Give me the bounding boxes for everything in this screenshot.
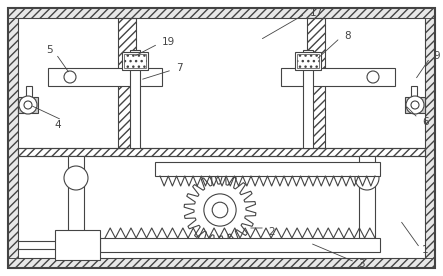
- Circle shape: [212, 202, 228, 218]
- Bar: [425, 18, 435, 258]
- Bar: [18, 97, 38, 113]
- Bar: [405, 97, 425, 113]
- Circle shape: [367, 71, 379, 83]
- Bar: [130, 50, 140, 148]
- Text: 17: 17: [310, 8, 323, 18]
- Bar: [281, 68, 395, 86]
- Polygon shape: [184, 174, 256, 246]
- Text: 9: 9: [433, 51, 439, 61]
- Circle shape: [24, 101, 32, 109]
- Circle shape: [204, 194, 236, 226]
- Bar: [8, 8, 435, 18]
- Circle shape: [19, 96, 37, 114]
- Bar: [55, 230, 100, 260]
- Text: 3: 3: [358, 259, 365, 269]
- Bar: [100, 238, 380, 252]
- Bar: [118, 18, 136, 148]
- Bar: [48, 68, 162, 86]
- Text: 19: 19: [162, 37, 175, 47]
- Text: 1: 1: [422, 245, 429, 255]
- Bar: [295, 52, 321, 70]
- Bar: [18, 18, 425, 258]
- Text: 7: 7: [176, 63, 183, 73]
- Circle shape: [411, 101, 419, 109]
- Bar: [124, 54, 146, 68]
- Text: 5: 5: [47, 45, 53, 55]
- Bar: [155, 162, 380, 176]
- Circle shape: [406, 96, 424, 114]
- Text: 2: 2: [268, 227, 275, 237]
- Bar: [297, 54, 319, 68]
- Circle shape: [64, 166, 88, 190]
- Bar: [18, 148, 425, 156]
- Circle shape: [355, 166, 379, 190]
- Text: 8: 8: [344, 31, 350, 41]
- Bar: [8, 258, 435, 268]
- Text: 4: 4: [54, 120, 61, 130]
- Text: 6: 6: [422, 117, 429, 127]
- Circle shape: [64, 71, 76, 83]
- Bar: [307, 18, 325, 148]
- Bar: [26, 86, 32, 105]
- Bar: [122, 52, 148, 70]
- Bar: [303, 50, 313, 148]
- Bar: [8, 18, 18, 258]
- Bar: [411, 86, 417, 105]
- Bar: [68, 156, 84, 238]
- Bar: [359, 156, 375, 238]
